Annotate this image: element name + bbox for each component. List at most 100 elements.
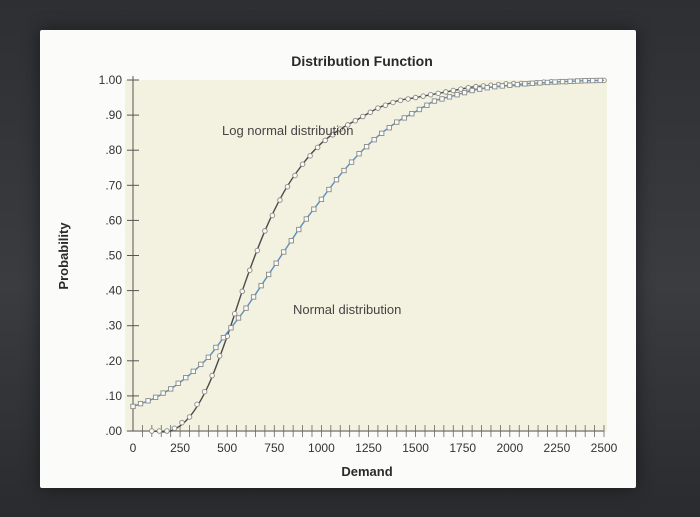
- lognormal-point: [360, 113, 366, 120]
- lognormal-point: [405, 96, 411, 102]
- normal-point: [145, 398, 151, 404]
- normal-point: [198, 361, 204, 367]
- lognormal-point: [345, 122, 351, 128]
- normal-point: [160, 390, 166, 396]
- lognormal-point: [216, 353, 223, 359]
- series-normal: [130, 77, 605, 410]
- normal-point: [326, 186, 332, 193]
- normal-point: [220, 334, 227, 341]
- x-tick-label: 750: [264, 441, 284, 455]
- normal-point: [439, 96, 445, 102]
- lognormal-point: [247, 267, 253, 273]
- normal-point: [484, 85, 490, 91]
- normal-point: [250, 294, 257, 300]
- lognormal-point: [262, 228, 268, 234]
- normal-point: [431, 98, 438, 104]
- chart-title: Distribution Function: [291, 53, 433, 69]
- normal-point: [281, 249, 287, 255]
- normal-point: [477, 86, 483, 92]
- normal-point: [303, 216, 309, 222]
- normal-point: [597, 77, 603, 84]
- lognormal-point: [186, 414, 193, 420]
- y-tick-label: .70: [105, 178, 122, 192]
- y-tick-label: .00: [105, 424, 122, 438]
- normal-point: [183, 374, 189, 381]
- lognormal-point: [254, 247, 261, 254]
- normal-point: [296, 226, 302, 233]
- lognormal-point: [427, 91, 434, 98]
- x-tick-label: 500: [217, 441, 237, 455]
- lognormal-point: [231, 311, 238, 317]
- normal-point: [356, 151, 362, 157]
- x-tick-label: 2000: [496, 441, 523, 455]
- normal-point: [559, 78, 566, 85]
- normal-point: [265, 271, 272, 278]
- lognormal-point: [329, 132, 336, 138]
- normal-point: [348, 159, 355, 165]
- lognormal-point: [149, 428, 155, 434]
- normal-point: [333, 177, 340, 183]
- x-tick-label: 250: [170, 441, 190, 455]
- y-tick-label: .10: [105, 389, 122, 403]
- normal-point: [574, 78, 581, 84]
- lognormal-point: [307, 153, 313, 159]
- x-axis-label: Demand: [341, 464, 392, 479]
- lognormal-point: [450, 87, 457, 94]
- normal-point: [235, 315, 242, 321]
- lognormal-point: [194, 401, 200, 408]
- normal-point: [454, 92, 460, 98]
- y-tick-label: .50: [105, 249, 122, 263]
- lognormal-point: [292, 172, 298, 179]
- normal-point: [137, 400, 144, 407]
- lognormal-point: [164, 428, 170, 434]
- x-tick-label: 2500: [591, 441, 618, 455]
- normal-point: [409, 111, 415, 117]
- normal-point: [175, 380, 181, 386]
- normal-point: [152, 394, 159, 400]
- normal-point: [424, 102, 430, 108]
- normal-point: [469, 87, 475, 94]
- y-tick-label: .60: [105, 213, 122, 227]
- normal-point: [499, 83, 505, 89]
- normal-point: [213, 344, 219, 351]
- lognormal-point: [156, 428, 163, 434]
- lognormal-point: [269, 212, 276, 219]
- normal-point: [318, 196, 325, 202]
- lognormal-point: [397, 97, 404, 104]
- normal-point: [168, 386, 174, 392]
- normal-point: [341, 167, 347, 174]
- normal-point: [529, 80, 536, 86]
- normal-point: [130, 403, 136, 410]
- lognormal-point: [435, 90, 441, 97]
- normal-point: [582, 78, 588, 84]
- y-axis-label: Probability: [56, 222, 71, 290]
- y-tick-label: .90: [105, 108, 122, 122]
- x-tick-label: 1750: [449, 441, 476, 455]
- normal-point: [243, 305, 249, 311]
- normal-point: [379, 130, 385, 137]
- lognormal-point: [352, 117, 359, 124]
- lognormal-point: [277, 197, 283, 203]
- normal-point: [544, 79, 551, 86]
- lognormal-point: [322, 137, 328, 144]
- lognormal-point: [179, 419, 185, 426]
- normal-point: [363, 144, 370, 150]
- lognormal-point: [314, 144, 321, 151]
- lognormal-point: [367, 109, 374, 116]
- y-tick-label: .30: [105, 319, 122, 333]
- axes: .00 .10 .20 .30 .40 .50 .60 .70 .80 .90 1.00 0 250 50…: [99, 73, 618, 455]
- normal-point: [507, 82, 513, 88]
- lognormal-point: [375, 105, 381, 111]
- x-tick-label: 1500: [402, 441, 429, 455]
- y-tick-label: .40: [105, 284, 122, 298]
- lognormal-point: [239, 288, 246, 295]
- lognormal-point: [412, 94, 419, 101]
- normal-point: [386, 125, 392, 131]
- normal-point: [461, 89, 468, 96]
- normal-point: [394, 119, 400, 125]
- normal-point: [258, 283, 264, 289]
- x-tick-label: 1250: [355, 441, 382, 455]
- normal-point: [552, 79, 558, 85]
- lognormal-point: [299, 161, 306, 167]
- normal-point: [205, 354, 212, 360]
